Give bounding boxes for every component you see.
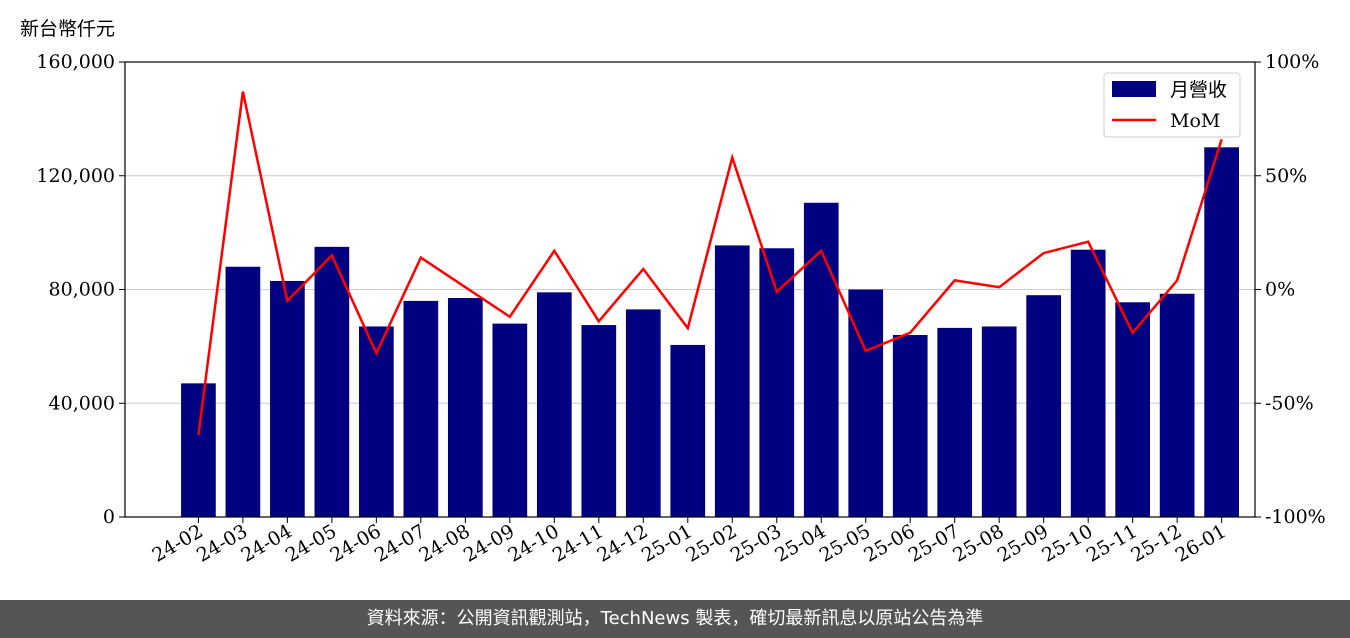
left-tick-label-3: 120,000: [36, 165, 115, 187]
x-tick-label-24-08: 24-08: [415, 520, 473, 566]
x-tick-label-24-02: 24-02: [148, 520, 206, 566]
source-footer: 資料來源：公開資訊觀測站，TechNews 製表，確切最新訊息以原站公告為準: [0, 600, 1350, 638]
bar-24-03: [225, 266, 261, 517]
right-tick-label-0: -100%: [1265, 506, 1326, 528]
x-tick-label-25-02: 25-02: [682, 520, 740, 566]
legend-label-revenue: 月營收: [1170, 79, 1227, 101]
x-tick-label-24-12: 24-12: [593, 520, 651, 566]
x-tick-label-25-05: 25-05: [816, 520, 874, 566]
bar-24-07: [403, 300, 439, 517]
x-tick-label-24-11: 24-11: [549, 520, 607, 566]
right-tick-label-1: -50%: [1265, 392, 1314, 414]
bar-25-10: [1070, 249, 1106, 517]
right-tick-label-3: 50%: [1265, 165, 1307, 187]
left-tick-label-0: 0: [103, 506, 115, 528]
x-tick-label-24-04: 24-04: [237, 520, 295, 566]
x-tick-label-25-01: 25-01: [638, 520, 696, 566]
x-tick-label-25-12: 25-12: [1127, 520, 1185, 566]
legend-label-mom: MoM: [1170, 110, 1220, 132]
left-tick-label-4: 160,000: [36, 51, 115, 73]
bar-24-10: [536, 292, 572, 517]
x-tick-label-25-04: 25-04: [771, 520, 829, 566]
legend-swatch-bar: [1112, 81, 1156, 97]
right-tick-label-4: 100%: [1265, 51, 1319, 73]
x-tick-label-25-10: 25-10: [1038, 520, 1096, 566]
left-axis-ticks: 0 40,000 80,000 120,000 160,000: [36, 51, 125, 528]
right-tick-label-2: 0%: [1265, 279, 1295, 301]
bar-25-09: [1026, 295, 1062, 517]
x-tick-label-24-10: 24-10: [504, 520, 562, 566]
chart-canvas: 0 40,000 80,000 120,000 160,000 -100% -50% 0% 5…: [36, 51, 1326, 567]
bar-25-11: [1115, 302, 1151, 517]
right-axis-ticks: -100% -50% 0% 50% 100%: [1255, 51, 1326, 528]
x-tick-label-24-09: 24-09: [460, 520, 518, 566]
x-tick-label-24-05: 24-05: [282, 520, 340, 566]
bar-24-08: [447, 298, 483, 517]
bar-25-06: [892, 335, 928, 517]
bar-series: [181, 147, 1239, 517]
bar-24-09: [492, 323, 528, 517]
bar-25-01: [670, 344, 706, 517]
x-tick-label-24-07: 24-07: [371, 520, 429, 566]
bar-24-11: [581, 325, 617, 517]
x-tick-label-24-06: 24-06: [326, 520, 384, 566]
left-tick-label-1: 40,000: [49, 392, 115, 414]
x-tick-label-25-08: 25-08: [949, 520, 1007, 566]
x-tick-label-26-01: 26-01: [1172, 520, 1230, 566]
x-axis-ticks: 24-0224-0324-0424-0524-0624-0724-0824-09…: [148, 517, 1230, 567]
x-tick-label-25-06: 25-06: [860, 520, 918, 566]
x-tick-label-25-11: 25-11: [1083, 520, 1141, 566]
mom-line-series: [197, 91, 1223, 436]
x-tick-label-25-07: 25-07: [905, 520, 963, 566]
bar-25-12: [1159, 293, 1195, 517]
left-tick-label-2: 80,000: [49, 279, 115, 301]
bar-24-02: [181, 383, 216, 517]
bar-24-05: [314, 246, 350, 517]
bar-26-01: [1204, 147, 1239, 517]
bar-25-04: [803, 202, 839, 517]
legend: 月營收 MoM: [1103, 72, 1241, 138]
x-tick-label-25-09: 25-09: [994, 520, 1052, 566]
bar-25-07: [937, 327, 973, 517]
bar-25-08: [981, 326, 1017, 517]
bar-25-02: [714, 245, 750, 517]
mom-line: [197, 91, 1223, 436]
bar-24-12: [625, 309, 661, 517]
bar-24-04: [270, 280, 305, 517]
x-tick-label-24-03: 24-03: [193, 520, 251, 566]
bar-24-06: [359, 326, 394, 517]
y-axis-unit-label: 新台幣仟元: [20, 18, 116, 40]
x-tick-label-25-03: 25-03: [727, 520, 785, 566]
